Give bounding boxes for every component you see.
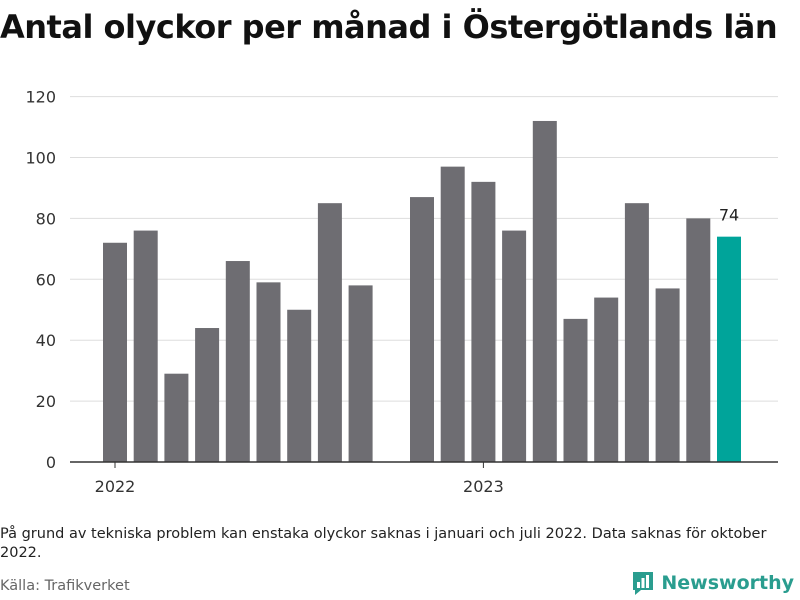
bar xyxy=(563,318,588,462)
source-credit: Källa: Trafikverket xyxy=(0,578,130,594)
y-tick-label: 60 xyxy=(36,270,56,289)
brand-logo: Newsworthy xyxy=(631,570,794,596)
bar xyxy=(164,373,189,462)
bar-highlighted xyxy=(717,236,741,462)
bar xyxy=(532,120,557,463)
x-tick-label: 2022 xyxy=(95,477,136,496)
bar xyxy=(133,230,158,462)
bar xyxy=(471,181,496,463)
bar xyxy=(348,285,373,462)
bar xyxy=(103,242,127,462)
bar xyxy=(317,203,342,463)
bar xyxy=(256,282,281,462)
bar xyxy=(655,288,680,462)
bar xyxy=(440,166,465,462)
bar xyxy=(502,230,527,462)
bar-chart-logo-icon xyxy=(633,572,654,595)
x-axis: 2022 2023 xyxy=(70,461,778,496)
y-tick-label: 120 xyxy=(25,88,56,107)
bar-value-label: 74 xyxy=(719,206,739,225)
bar xyxy=(410,197,434,462)
bars: 74 xyxy=(103,120,741,463)
bar xyxy=(624,203,649,463)
bar xyxy=(195,328,220,462)
bar xyxy=(287,309,312,462)
y-tick-label: 100 xyxy=(25,149,56,168)
bar-chart: 0 20 40 60 80 100 120 74 2022 2023 xyxy=(25,88,778,496)
y-tick-label: 20 xyxy=(36,392,56,411)
y-tick-label: 0 xyxy=(46,453,56,472)
footnote: På grund av tekniska problem kan enstaka… xyxy=(0,526,767,561)
y-axis-ticks: 0 20 40 60 80 100 120 xyxy=(25,88,56,472)
bar xyxy=(686,218,711,462)
chart-title: Antal olyckor per månad i Östergötlands … xyxy=(0,8,778,46)
bar xyxy=(225,261,250,462)
y-tick-label: 80 xyxy=(36,209,56,228)
y-tick-label: 40 xyxy=(36,331,56,350)
bar xyxy=(594,297,619,462)
x-tick-label: 2023 xyxy=(463,477,504,496)
brand-name: Newsworthy xyxy=(661,572,794,594)
